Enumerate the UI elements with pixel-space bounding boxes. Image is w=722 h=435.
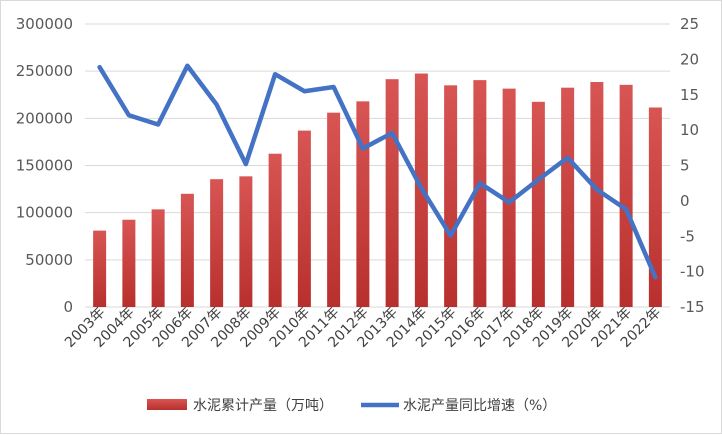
bar (590, 82, 604, 307)
bar (268, 153, 282, 307)
bar (297, 130, 311, 307)
bar (93, 230, 107, 307)
bar (122, 219, 136, 307)
bar (473, 80, 487, 308)
right-tick-label: 15 (680, 86, 699, 104)
bar (444, 85, 458, 307)
left-tick-label: 0 (63, 298, 73, 316)
left-tick-label: 250000 (16, 62, 73, 80)
bar (561, 87, 575, 307)
bar (648, 107, 662, 307)
legend-label-line: 水泥产量同比增速（%） (403, 398, 556, 414)
right-tick-label: 20 (680, 50, 699, 68)
growth-rate-line (97, 63, 658, 280)
bar (385, 79, 399, 307)
right-tick-label: 5 (680, 157, 690, 175)
left-axis-ticks: 0 50000 100000 150000 200000 250000 300000 (16, 15, 73, 316)
legend-swatch-bar (147, 399, 187, 410)
bar (356, 101, 370, 307)
bar (327, 112, 341, 307)
bar (531, 101, 545, 307)
bar (180, 193, 194, 307)
x-axis-ticks: 2003年2004年2005年2006年2007年2008年2009年2010年… (62, 305, 664, 351)
legend-label-bar: 水泥累计产量（万吨） (193, 398, 333, 414)
bar (210, 179, 224, 307)
gridlines (85, 23, 670, 308)
right-tick-label: 25 (680, 15, 699, 33)
right-tick-label: 0 (680, 192, 690, 210)
bar (502, 88, 516, 307)
right-tick-label: -5 (680, 227, 695, 245)
bar-series (93, 73, 662, 308)
bar (151, 209, 165, 307)
right-tick-label: -15 (680, 298, 705, 316)
left-tick-label: 150000 (16, 157, 73, 175)
left-tick-label: 50000 (25, 251, 73, 269)
bar (239, 176, 253, 307)
right-tick-label: 10 (680, 121, 699, 139)
right-axis-ticks: -15 -10 -5 0 5 10 15 20 25 (680, 15, 705, 316)
left-tick-label: 300000 (16, 15, 73, 33)
right-tick-label: -10 (680, 263, 705, 281)
left-tick-label: 100000 (16, 204, 73, 222)
left-tick-label: 200000 (16, 109, 73, 127)
line-series (97, 63, 658, 280)
legend: 水泥累计产量（万吨） 水泥产量同比增速（%） (147, 398, 556, 414)
bar (619, 84, 633, 307)
